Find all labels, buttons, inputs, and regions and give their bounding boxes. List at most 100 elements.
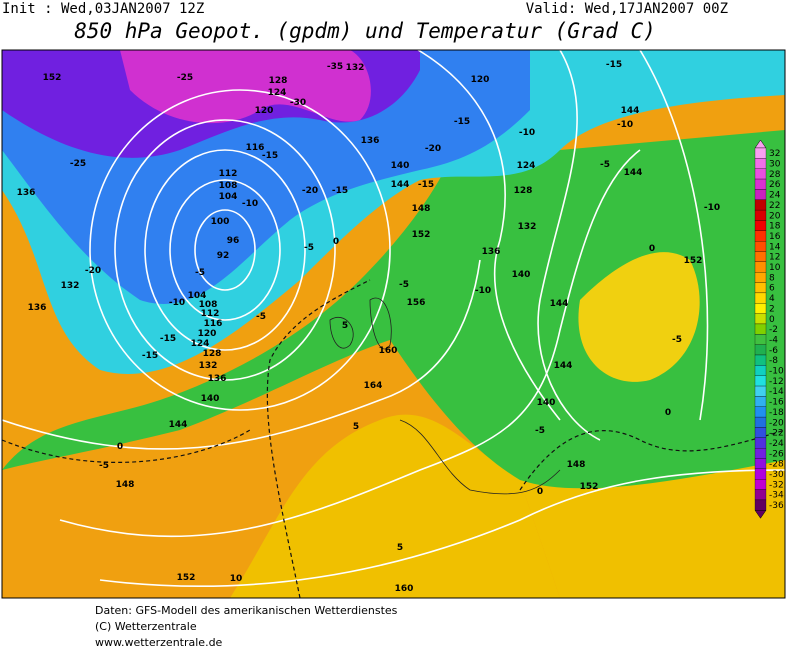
contour-label: 136 xyxy=(28,303,47,313)
colorbar-label: 12 xyxy=(769,253,780,263)
colorbar-swatch xyxy=(754,334,767,345)
colorbar-label: -16 xyxy=(769,398,784,408)
contour-label: 140 xyxy=(201,394,220,404)
contour-label: 120 xyxy=(471,75,490,85)
contour-label: -10 xyxy=(519,128,535,138)
colorbar-label: 6 xyxy=(769,284,775,294)
colorbar-swatch xyxy=(754,499,767,511)
colorbar-label: -14 xyxy=(769,387,784,397)
contour-label: 164 xyxy=(364,381,383,391)
contour-label: 120 xyxy=(198,329,217,339)
colorbar-label: -30 xyxy=(769,470,784,480)
colorbar-swatch xyxy=(754,375,767,387)
colorbar-swatch xyxy=(754,468,767,480)
map: 152 -25 128-30-35 132120-15144-10124120-251… xyxy=(2,50,785,598)
colorbar-label: 22 xyxy=(769,201,780,211)
colorbar-swatch xyxy=(754,427,767,438)
contour-label: 156 xyxy=(407,298,426,308)
colorbar-swatch xyxy=(754,303,767,314)
contour-label: -15 xyxy=(262,151,278,161)
contour-label: 112 xyxy=(201,309,220,319)
colorbar-swatch xyxy=(754,458,767,470)
contour-label: 0 xyxy=(333,237,339,247)
colorbar-swatch xyxy=(754,406,767,418)
colorbar-swatch xyxy=(754,158,767,169)
colorbar-label: 14 xyxy=(769,242,781,252)
colorbar-swatch xyxy=(754,437,767,449)
contour-label: 128 xyxy=(203,349,222,359)
colorbar-swatch xyxy=(754,168,767,180)
contour-label: -5 xyxy=(672,335,682,345)
contour-label: 120 xyxy=(255,106,274,116)
contour-label: 144 xyxy=(624,168,643,178)
contour-label: 144 xyxy=(621,106,640,116)
contour-label: -15 xyxy=(454,117,470,127)
contour-label: -5 xyxy=(304,243,314,253)
contour-label: 10 xyxy=(230,574,243,584)
colorbar-label: 10 xyxy=(769,263,781,273)
contour-label: 124 xyxy=(268,88,287,98)
contour-label: 136 xyxy=(17,188,36,198)
contour-label: -15 xyxy=(332,186,348,196)
colorbar-label: 4 xyxy=(769,294,775,304)
colorbar-label: 2 xyxy=(769,304,775,314)
contour-label: -5 xyxy=(256,312,266,322)
colorbar-swatch xyxy=(754,292,767,304)
contour-label: -15 xyxy=(160,334,176,344)
colorbar-swatch xyxy=(754,178,767,190)
contour-label: 148 xyxy=(116,480,135,490)
contour-label: -20 xyxy=(425,144,441,154)
colorbar-arrow xyxy=(754,510,767,519)
colorbar-swatch xyxy=(754,323,767,335)
contour-label: -5 xyxy=(195,268,205,278)
colorbar-label: 0 xyxy=(769,315,775,325)
colorbar-swatch xyxy=(754,365,767,376)
contour-label: 152 xyxy=(580,482,599,492)
colorbar-label: 32 xyxy=(769,149,780,159)
contour-label: 108 xyxy=(219,181,238,191)
contour-label: -10 xyxy=(617,120,633,130)
contour-label: 132 xyxy=(61,281,80,291)
footer-line: Daten: GFS-Modell des amerikanischen Wet… xyxy=(95,604,398,617)
colorbar-label: -8 xyxy=(769,356,778,366)
colorbar-label: 30 xyxy=(769,160,781,170)
colorbar-swatch xyxy=(754,209,767,221)
contour-label: -25 xyxy=(70,159,86,169)
contour-label: -15 xyxy=(606,60,622,70)
colorbar-label: -6 xyxy=(769,346,778,356)
contour-label: 144 xyxy=(550,299,569,309)
footer-line: www.wetterzentrale.de xyxy=(95,636,223,648)
colorbar-label: -22 xyxy=(769,429,784,439)
contour-label: -5 xyxy=(600,160,610,170)
contour-label: 140 xyxy=(391,161,410,171)
contour-label: 148 xyxy=(412,204,431,214)
colorbar-swatch xyxy=(754,230,767,242)
title: 850 hPa Geopot. (gpdm) und Temperatur (G… xyxy=(74,19,656,43)
contour-label: 136 xyxy=(361,136,380,146)
colorbar-label: 16 xyxy=(769,232,781,242)
colorbar-label: -18 xyxy=(769,408,784,418)
contour-label: 152 xyxy=(177,573,196,583)
contour-label: 104 xyxy=(188,291,207,301)
contour-label: 116 xyxy=(246,143,265,153)
colorbar-swatch xyxy=(754,251,767,263)
contour-label: 112 xyxy=(219,169,238,179)
colorbar-swatch xyxy=(754,479,767,490)
colorbar-swatch xyxy=(754,282,767,294)
colorbar-swatch xyxy=(754,489,767,501)
init-time: Init : Wed,03JAN2007 12Z xyxy=(2,1,204,17)
contour-label: 0 xyxy=(649,244,655,254)
contour-label: -10 xyxy=(242,199,258,209)
contour-label: -10 xyxy=(169,298,185,308)
contour-label: -15 xyxy=(418,180,434,190)
contour-label: 140 xyxy=(512,270,531,280)
contour-label: 152 xyxy=(412,230,431,240)
contour-label: -20 xyxy=(85,266,101,276)
colorbar-swatch xyxy=(754,189,767,200)
colorbar-label: -10 xyxy=(769,367,784,377)
colorbar-label: 24 xyxy=(769,191,781,201)
contour-label: -10 xyxy=(704,203,720,213)
contour-label: 124 xyxy=(517,161,536,171)
contour-label: 132 xyxy=(346,63,365,73)
